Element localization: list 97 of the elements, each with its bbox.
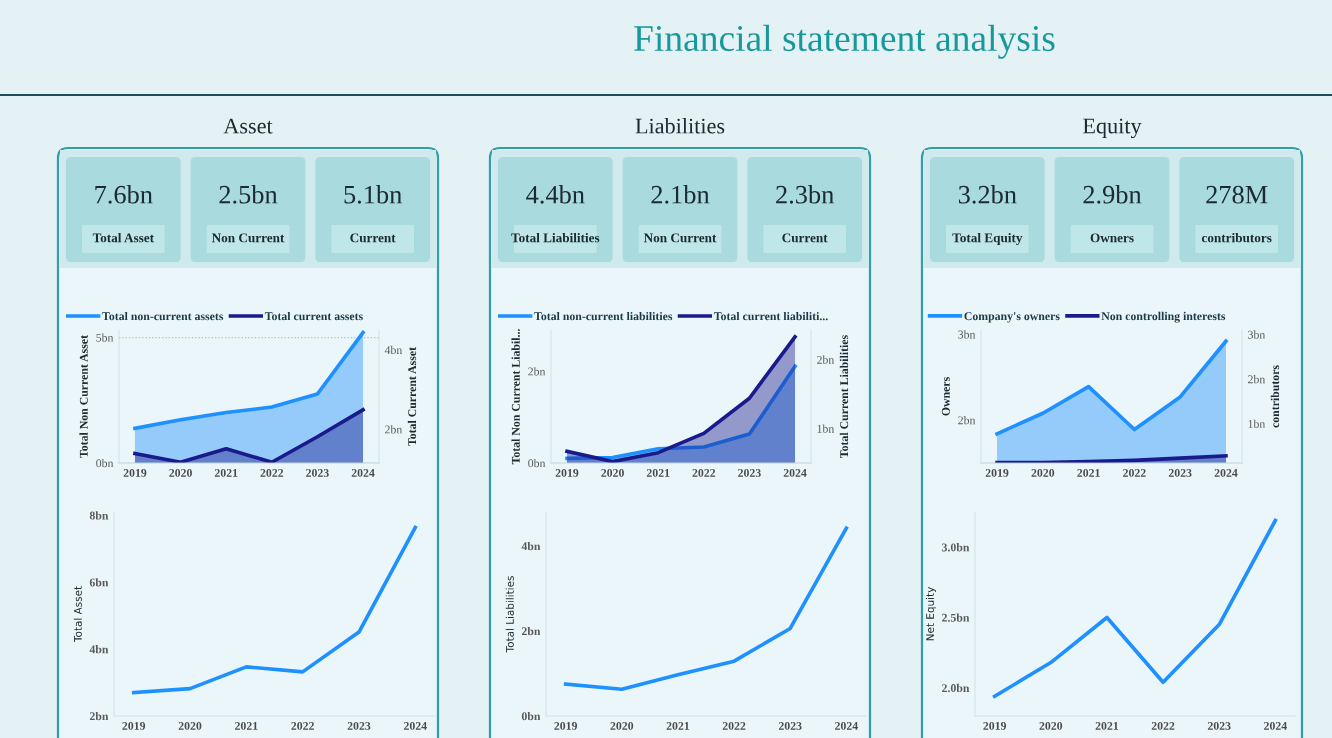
- y-tick-label: 0bn: [96, 458, 114, 468]
- legend-label: Total current assets: [264, 311, 363, 321]
- x-tick-label: 2024: [1214, 468, 1238, 477]
- x-tick-label: 2024: [351, 468, 375, 477]
- y-axis-title: Total Asset: [73, 586, 82, 643]
- x-tick-label: 2021: [235, 721, 258, 730]
- x-tick-label: 2020: [169, 468, 192, 477]
- x-tick-label: 2022: [1123, 468, 1146, 477]
- text: 2.5bn: [219, 185, 278, 204]
- text: 2.9bn: [1083, 185, 1142, 204]
- y2-axis-title: contributors: [1270, 365, 1280, 428]
- text: Liabilities: [635, 117, 725, 134]
- y-axis-title: Total Non Current Asset: [79, 335, 88, 458]
- y-tick-label: 2bn: [89, 711, 109, 721]
- x-tick-label: 2021: [1077, 468, 1100, 477]
- x-tick-label: 2019: [122, 721, 146, 730]
- y-axis-title: Total Liabilities: [505, 576, 514, 653]
- y2-axis-title: Total Current Asset: [407, 347, 417, 446]
- x-tick-label: 2023: [738, 468, 761, 477]
- x-tick-label: 2019: [983, 721, 1007, 730]
- legend-label: Total current liabiliti...: [713, 311, 828, 321]
- x-tick-label: 2023: [1168, 468, 1192, 477]
- legend-label: Non controlling interests: [1101, 311, 1226, 323]
- x-tick-label: 2022: [692, 468, 716, 477]
- y-axis-title: Owners: [941, 377, 950, 416]
- x-tick-label: 2020: [1039, 721, 1063, 730]
- x-tick-label: 2024: [403, 721, 427, 730]
- y-tick-label: 2.5bn: [942, 613, 970, 622]
- line-series: [992, 518, 1278, 699]
- text: 278M: [1206, 185, 1268, 204]
- y-axis-title: Net Equity: [925, 587, 936, 641]
- x-tick-label: 2023: [306, 468, 329, 477]
- y-tick-label: 5bn: [96, 333, 114, 342]
- y2-tick-label: 2bn: [1248, 375, 1266, 384]
- x-tick-label: 2024: [783, 468, 807, 477]
- x-tick-label: 2023: [1207, 721, 1231, 730]
- y-tick-label: 4bn: [521, 541, 541, 551]
- y2-tick-label: 3bn: [1248, 330, 1266, 339]
- x-tick-label: 2022: [1151, 721, 1175, 730]
- legend-label: Total non-current liabilities: [534, 311, 673, 321]
- y-tick-label: 2bn: [528, 367, 546, 376]
- category-label: Current: [782, 233, 828, 243]
- x-tick-label: 2019: [985, 468, 1009, 477]
- x-tick-label: 2023: [347, 721, 371, 730]
- x-tick-label: 2019: [123, 468, 147, 477]
- category-label: Total Liabilities: [511, 233, 600, 243]
- x-tick-label: 2020: [601, 468, 624, 477]
- category-label: contributors: [1201, 233, 1272, 243]
- x-tick-label: 2020: [178, 721, 202, 730]
- text: 3.2bn: [958, 185, 1017, 204]
- x-tick-label: 2022: [291, 721, 314, 730]
- y2-tick-label: 4bn: [384, 345, 403, 355]
- y-tick-label: 8bn: [89, 511, 109, 520]
- x-tick-label: 2020: [610, 721, 634, 730]
- y-tick-label: 2.0bn: [942, 683, 970, 693]
- text: Equity: [1083, 118, 1142, 139]
- y-tick-label: 2bn: [521, 626, 541, 636]
- text: 2.3bn: [776, 185, 834, 204]
- x-tick-label: 2024: [1264, 721, 1287, 730]
- x-tick-label: 2021: [1095, 721, 1119, 730]
- y2-axis-title: Total Current Liabilities: [839, 335, 849, 458]
- y2-tick-label: 2bn: [817, 355, 835, 364]
- y-tick-label: 3.0bn: [942, 543, 970, 552]
- line-series: [131, 525, 418, 695]
- text: 7.6bn: [95, 185, 153, 204]
- legend-label: Total non-current assets: [102, 311, 224, 321]
- text: 2.1bn: [651, 185, 710, 204]
- y-tick-label: 0bn: [521, 711, 541, 721]
- x-tick-label: 2021: [214, 468, 238, 477]
- y-tick-label: 4bn: [89, 645, 109, 654]
- x-tick-label: 2023: [778, 721, 802, 730]
- text: 5.1bn: [344, 185, 402, 204]
- x-tick-label: 2021: [666, 721, 690, 730]
- legend-label: Company's owners: [964, 312, 1060, 323]
- x-tick-label: 2022: [722, 721, 746, 730]
- category-label: Non Current: [643, 233, 717, 243]
- y-tick-label: 6bn: [89, 578, 109, 587]
- y2-tick-label: 1bn: [1248, 419, 1266, 428]
- text: Financial statement analysis: [634, 24, 1055, 59]
- category-label: Total Asset: [92, 233, 155, 243]
- x-tick-label: 2020: [1031, 468, 1055, 477]
- y-axis-title: Total Non Current Liabil...: [511, 329, 520, 465]
- category-label: Owners: [1090, 233, 1134, 243]
- x-tick-label: 2019: [555, 468, 579, 477]
- line-series: [563, 526, 849, 692]
- x-tick-label: 2022: [260, 468, 284, 477]
- x-tick-label: 2019: [554, 721, 578, 730]
- x-tick-label: 2024: [835, 721, 858, 730]
- y-tick-label: 0bn: [528, 458, 546, 468]
- category-label: Non Current: [211, 233, 285, 243]
- category-label: Total Equity: [952, 233, 1023, 245]
- x-tick-label: 2021: [646, 468, 670, 477]
- text: 4.4bn: [526, 185, 585, 204]
- text: Asset: [223, 118, 273, 134]
- category-label: Current: [350, 233, 396, 243]
- y2-tick-label: 2bn: [385, 425, 403, 434]
- y2-tick-label: 1bn: [817, 424, 835, 433]
